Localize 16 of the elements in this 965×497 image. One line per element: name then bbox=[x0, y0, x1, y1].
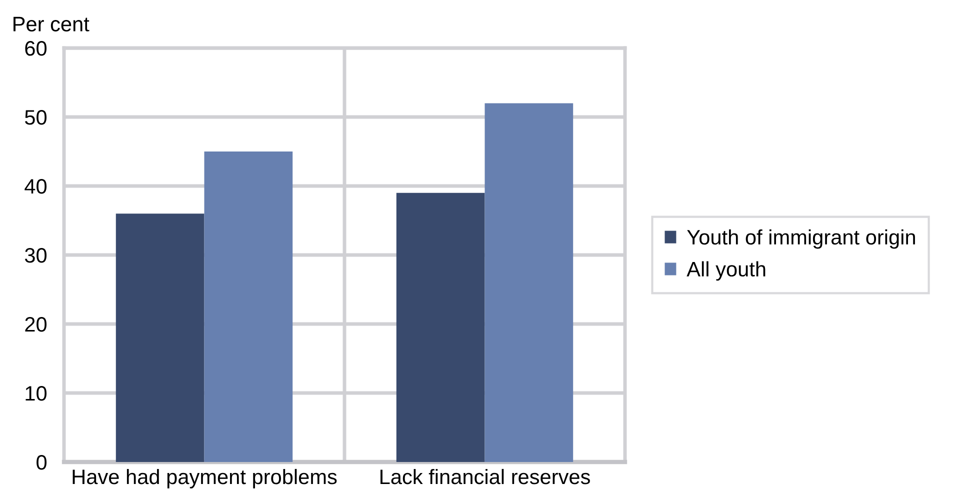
bar bbox=[116, 214, 204, 462]
x-tick-label: Lack financial reserves bbox=[380, 468, 590, 484]
legend-label: All youth bbox=[686, 261, 766, 281]
bar bbox=[204, 152, 293, 462]
y-tick-label: 10 bbox=[26, 386, 47, 401]
y-tick-label: 0 bbox=[36, 455, 47, 470]
x-tick-label: Have had payment problems bbox=[72, 468, 337, 488]
y-axis-title: Per cent bbox=[14, 16, 90, 32]
legend-label: Youth of immigrant origin bbox=[687, 229, 915, 249]
y-tick-label: 20 bbox=[25, 317, 47, 332]
bar bbox=[396, 192, 485, 462]
bar bbox=[484, 103, 574, 462]
y-tick-label: 30 bbox=[24, 248, 47, 263]
y-tick-label: 50 bbox=[24, 110, 47, 125]
y-tick-label: 60 bbox=[25, 41, 47, 56]
y-tick-label: 40 bbox=[24, 179, 47, 194]
